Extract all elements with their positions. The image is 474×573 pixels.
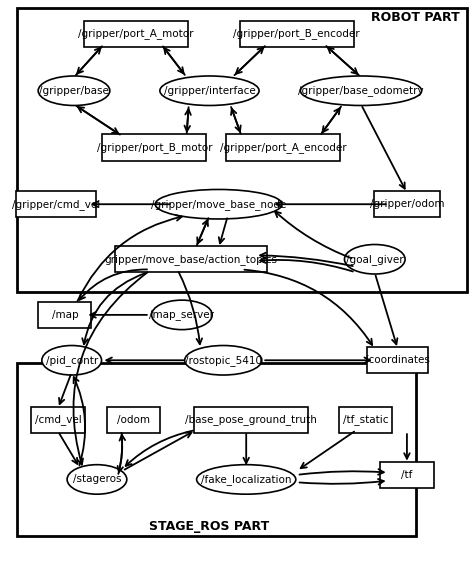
FancyBboxPatch shape (115, 246, 267, 272)
Text: /gripper/port_B_motor: /gripper/port_B_motor (97, 142, 212, 153)
Text: /goal_giver: /goal_giver (346, 254, 403, 265)
FancyBboxPatch shape (16, 191, 96, 217)
FancyBboxPatch shape (17, 9, 466, 292)
Text: /map: /map (52, 310, 78, 320)
FancyBboxPatch shape (240, 21, 354, 47)
FancyBboxPatch shape (102, 135, 206, 160)
FancyBboxPatch shape (374, 191, 440, 217)
FancyBboxPatch shape (380, 462, 434, 488)
Ellipse shape (345, 245, 405, 274)
Text: /cmd_vel: /cmd_vel (35, 414, 82, 425)
Ellipse shape (197, 465, 296, 494)
Text: /rostopic_5410: /rostopic_5410 (185, 355, 262, 366)
Text: STAGE_ROS PART: STAGE_ROS PART (149, 520, 270, 533)
Ellipse shape (38, 76, 110, 105)
Text: /map_server: /map_server (149, 309, 214, 320)
Text: /tf: /tf (401, 470, 413, 480)
Ellipse shape (301, 76, 422, 105)
Ellipse shape (155, 190, 282, 219)
Text: /coordinates: /coordinates (365, 355, 430, 365)
Text: /gripper/base_odometry: /gripper/base_odometry (298, 85, 424, 96)
Text: /gripper/move_base_node: /gripper/move_base_node (151, 199, 286, 210)
Text: /gripper/port_A_encoder: /gripper/port_A_encoder (219, 142, 346, 153)
Text: ROBOT PART: ROBOT PART (371, 11, 460, 24)
FancyBboxPatch shape (84, 21, 188, 47)
Text: /odom: /odom (117, 415, 150, 425)
Text: /gripper/port_A_motor: /gripper/port_A_motor (78, 29, 194, 40)
Text: /base_pose_ground_truth: /base_pose_ground_truth (185, 414, 317, 425)
Ellipse shape (185, 346, 262, 375)
FancyBboxPatch shape (367, 347, 428, 374)
Ellipse shape (152, 300, 212, 329)
Text: gripper/move_base/action_topics: gripper/move_base/action_topics (105, 254, 278, 265)
FancyBboxPatch shape (17, 363, 416, 536)
FancyBboxPatch shape (226, 135, 340, 160)
FancyBboxPatch shape (38, 302, 91, 328)
Text: /fake_localization: /fake_localization (201, 474, 292, 485)
Ellipse shape (67, 465, 127, 494)
Ellipse shape (42, 346, 101, 375)
Text: /stageros: /stageros (73, 474, 121, 484)
FancyBboxPatch shape (339, 407, 392, 433)
Text: /pid_contr: /pid_contr (46, 355, 98, 366)
Text: /gripper/base: /gripper/base (39, 86, 109, 96)
FancyBboxPatch shape (107, 407, 160, 433)
Text: /gripper/cmd_vel: /gripper/cmd_vel (11, 199, 100, 210)
Ellipse shape (160, 76, 259, 105)
Text: /gripper/interface: /gripper/interface (164, 86, 255, 96)
Text: /gripper/port_B_encoder: /gripper/port_B_encoder (233, 29, 360, 40)
FancyBboxPatch shape (194, 407, 308, 433)
Text: /tf_static: /tf_static (343, 414, 388, 425)
FancyBboxPatch shape (31, 407, 84, 433)
Text: /gripper/odom: /gripper/odom (370, 199, 444, 209)
